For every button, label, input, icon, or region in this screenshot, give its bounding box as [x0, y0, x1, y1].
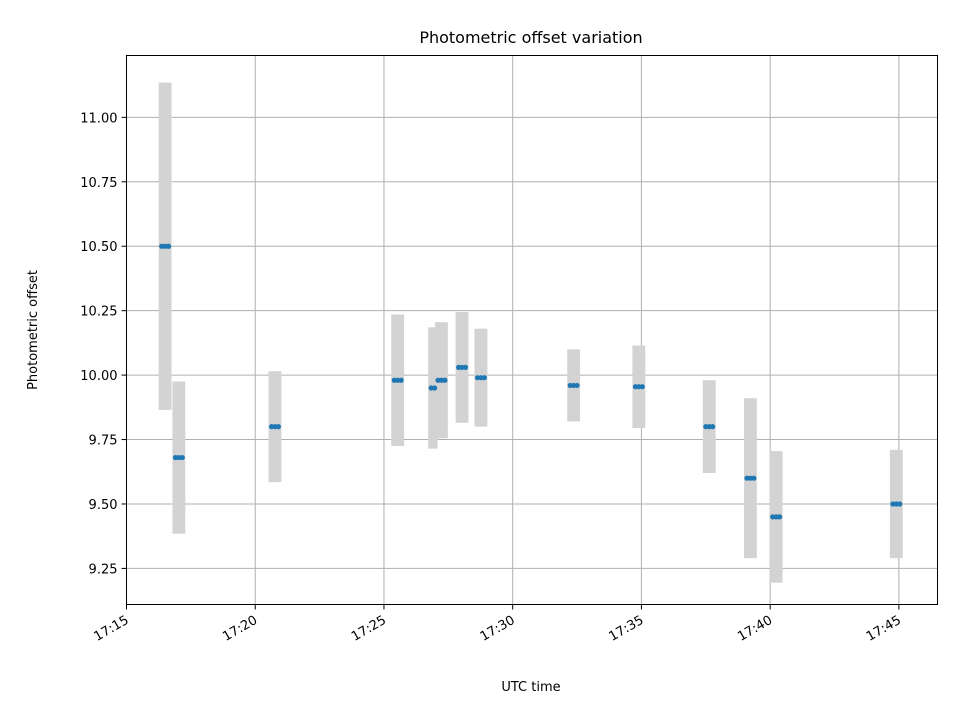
data-point [481, 375, 487, 381]
data-point [165, 243, 172, 249]
x-tick-label: 17:20 [220, 613, 260, 645]
data-point [574, 382, 580, 389]
y-axis-ticks: 9.25 9.50 9.75 10.00 10.25 10.50 10.75 11.00 [80, 111, 127, 577]
x-tick-label: 17:35 [606, 613, 646, 645]
data-point [462, 364, 469, 370]
y-tick-label: 9.75 [89, 434, 118, 449]
data-point [897, 501, 903, 507]
x-axis-ticks: 17:15 17:20 17:25 17:30 17:35 17:40 17:45 [92, 604, 904, 645]
x-tick-label: 17:30 [478, 613, 518, 645]
plot-frame [126, 55, 938, 605]
data-point [442, 377, 448, 383]
grid-lines [126, 55, 938, 605]
data-points [159, 243, 903, 520]
y-tick-label: 10.25 [80, 305, 117, 320]
data-point [179, 454, 185, 461]
data-point [275, 424, 282, 430]
x-axis-label: UTC time [501, 680, 560, 695]
data-point [776, 514, 783, 520]
x-tick-label: 17:15 [92, 613, 132, 645]
y-tick-label: 9.25 [89, 562, 118, 577]
data-point [751, 475, 757, 481]
data-point [431, 385, 438, 391]
x-tick-label: 17:40 [735, 613, 775, 645]
data-point [639, 384, 645, 390]
y-tick-label: 10.50 [80, 240, 117, 255]
x-tick-label: 17:25 [349, 613, 389, 645]
y-tick-label: 10.00 [80, 369, 117, 384]
x-tick-label: 17:45 [864, 613, 904, 645]
y-tick-label: 11.00 [80, 111, 117, 126]
data-point [710, 424, 716, 430]
y-tick-label: 10.75 [80, 176, 117, 191]
data-point [398, 377, 404, 383]
error-bars [158, 82, 903, 583]
y-axis-label: Photometric offset [26, 270, 41, 390]
y-tick-label: 9.50 [89, 498, 118, 513]
chart-title: Photometric offset variation [419, 28, 642, 47]
